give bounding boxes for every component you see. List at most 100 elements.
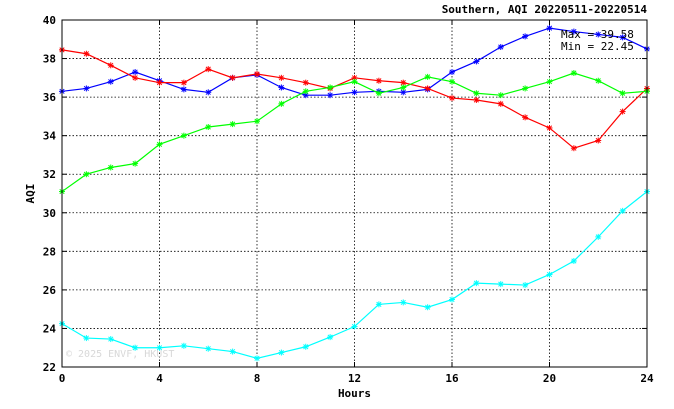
data-point — [449, 69, 455, 76]
data-point — [497, 100, 504, 107]
data-point — [205, 123, 212, 130]
data-point — [83, 50, 90, 57]
x-tick-label: 0 — [59, 372, 66, 385]
data-point — [180, 79, 187, 86]
data-point — [400, 299, 407, 306]
data-point — [229, 74, 236, 81]
series-1 — [59, 46, 650, 152]
data-point — [619, 34, 626, 41]
data-point — [497, 92, 504, 99]
data-point — [473, 90, 480, 97]
x-tick-label: 4 — [156, 372, 163, 385]
data-point — [351, 89, 358, 96]
data-point — [254, 355, 260, 362]
watermark-text: © 2025 ENVF, HKUST — [66, 349, 174, 360]
x-tick-label: 20 — [543, 372, 556, 385]
data-point — [595, 77, 602, 84]
y-tick-label: 30 — [43, 207, 56, 220]
data-point — [83, 335, 90, 342]
data-point — [180, 86, 187, 93]
data-point — [180, 132, 187, 139]
data-point — [205, 345, 212, 352]
data-point — [570, 257, 577, 264]
grid — [62, 20, 647, 367]
y-tick-label: 26 — [43, 284, 57, 297]
data-point — [107, 336, 114, 343]
series-layer — [59, 25, 650, 362]
x-tick-label: 24 — [640, 372, 654, 385]
data-point — [180, 342, 187, 349]
data-point — [278, 84, 285, 91]
data-point — [595, 137, 602, 144]
data-point — [107, 164, 114, 171]
data-point — [619, 207, 626, 214]
x-axis-title: Hours — [338, 387, 371, 400]
data-point — [351, 323, 358, 330]
y-tick-label: 24 — [43, 322, 57, 335]
data-point — [132, 344, 139, 351]
data-point — [229, 121, 236, 128]
data-point — [375, 301, 382, 308]
data-point — [473, 97, 480, 104]
data-point — [302, 88, 309, 95]
x-tick-label: 12 — [348, 372, 361, 385]
data-point — [400, 84, 407, 91]
series-3 — [59, 188, 650, 362]
data-point — [254, 70, 260, 77]
data-point — [522, 282, 529, 289]
data-point — [229, 348, 236, 355]
data-point — [327, 92, 334, 99]
data-point — [375, 90, 382, 97]
data-point — [83, 171, 90, 178]
data-point — [497, 43, 504, 50]
y-tick-label: 22 — [43, 361, 56, 374]
y-tick-label: 36 — [43, 91, 57, 104]
data-point — [156, 141, 163, 148]
data-point — [497, 281, 504, 288]
data-point — [522, 85, 529, 92]
data-point — [302, 79, 309, 86]
data-point — [546, 124, 553, 131]
data-point — [351, 78, 358, 85]
data-point — [522, 114, 529, 121]
data-point — [83, 85, 90, 92]
data-point — [595, 233, 602, 240]
data-point — [205, 66, 212, 73]
tick-layer: 0 4 8 12 16 20 24 22 24 26 28 30 32 34 36 38 40 — [43, 14, 654, 385]
data-point — [449, 78, 455, 85]
data-point — [546, 78, 553, 85]
data-point — [522, 33, 529, 40]
data-point — [570, 145, 577, 152]
data-point — [254, 118, 260, 125]
y-tick-label: 28 — [43, 245, 56, 258]
data-point — [156, 79, 163, 86]
data-point — [132, 160, 139, 167]
y-tick-label: 38 — [43, 53, 56, 66]
data-point — [278, 100, 285, 107]
data-point — [546, 271, 553, 278]
x-tick-label: 16 — [445, 372, 459, 385]
data-point — [107, 78, 114, 85]
y-tick-label: 40 — [43, 14, 56, 27]
data-point — [107, 62, 114, 69]
series-2 — [59, 70, 650, 195]
data-point — [375, 77, 382, 84]
y-tick-label: 32 — [43, 168, 56, 181]
x-tick-label: 8 — [254, 372, 261, 385]
data-point — [302, 343, 309, 350]
data-point — [278, 74, 285, 81]
data-point — [473, 280, 480, 287]
data-point — [546, 25, 553, 32]
data-point — [449, 95, 455, 102]
data-point — [619, 90, 626, 97]
data-point — [132, 69, 139, 76]
data-point — [449, 296, 455, 303]
max-annotation: Max = 39.58 — [561, 28, 634, 41]
data-point — [595, 31, 602, 38]
data-point — [132, 74, 139, 81]
data-point — [570, 28, 577, 35]
data-point — [570, 70, 577, 77]
data-point — [327, 334, 334, 341]
data-point — [278, 349, 285, 356]
